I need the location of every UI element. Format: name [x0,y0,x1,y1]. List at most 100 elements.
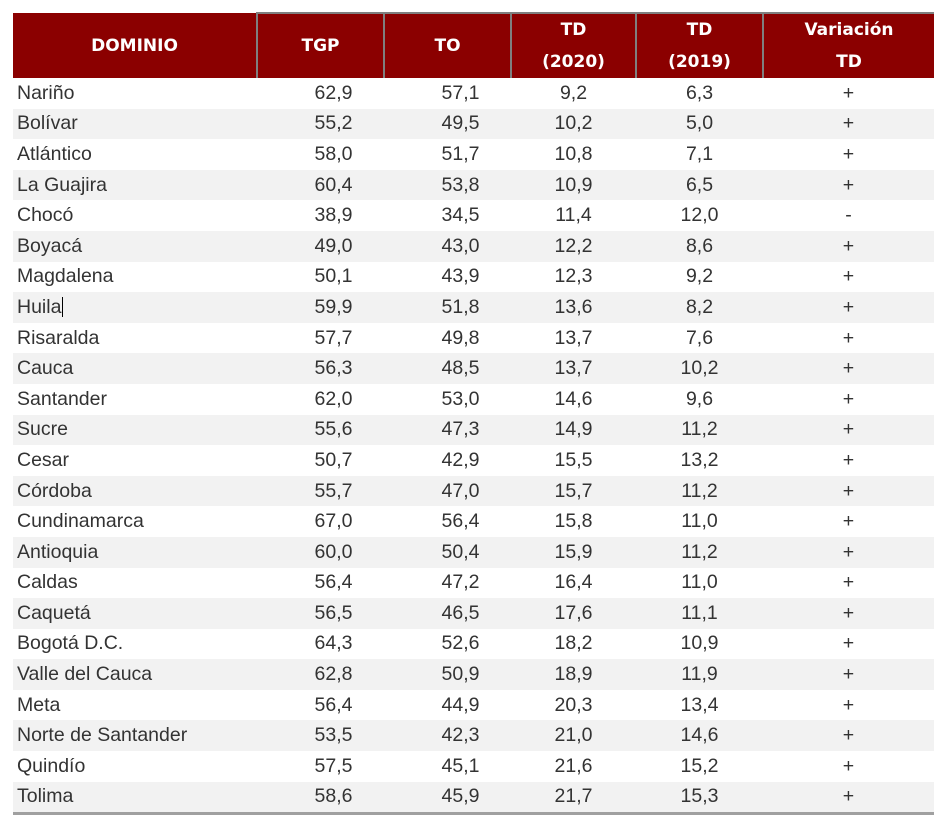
cell-tgp: 64,3 [314,632,353,655]
cell-td-2020: 15,9 [511,536,636,568]
cell-tgp: 55,7 [257,475,384,507]
cell-td-2019: 11,2 [636,414,763,446]
cell-td-2019: 6,3 [685,81,714,104]
table-row: Boyacá 49,0 43,0 12,2 8,6 + [13,230,934,262]
table-row: Antioquia 60,0 50,4 15,9 11,2 + [13,536,934,568]
cell-td-2020: 12,3 [554,265,593,288]
cell-td-2019: 9,2 [685,265,714,288]
header-td-2019-line2: (2019) [668,52,731,72]
cell-variacion-td: + [763,536,934,568]
cell-to: 34,5 [441,204,480,227]
cell-td-2020: 13,6 [511,292,636,323]
cell-to: 47,2 [441,571,480,594]
header-to: TO [383,12,511,78]
table-header: DOMINIO TGP TO TD (2020) TD (2019) Variaci… [13,12,934,78]
table-row: Atlántico 58,0 51,7 10,8 7,1 + [13,139,934,170]
cell-dominio: Cesar [17,448,70,471]
table-row: Bolívar 55,2 49,5 10,2 5,0 + [13,108,934,140]
header-variacion-line2: TD [836,52,862,72]
cell-variacion-td: + [763,659,934,690]
cell-td-2020: 21,7 [511,781,636,816]
cell-to: 53,8 [384,169,511,201]
cell-dominio: Nariño [17,81,75,104]
table-row: Cauca 56,3 48,5 13,7 10,2 + [13,353,934,384]
cell-td-2019: 7,6 [685,326,714,349]
table-row: Caquetá 56,5 46,5 17,6 11,1 + [13,598,934,629]
cell-dominio: Bolívar [13,108,257,140]
cell-td-2019: 13,4 [680,693,719,716]
cell-tgp: 56,5 [257,598,384,629]
cell-dominio: Meta [17,693,61,716]
cell-dominio: Chocó [17,204,74,227]
cell-td-2019: 5,0 [636,108,763,140]
table-row: La Guajira 60,4 53,8 10,9 6,5 + [13,169,934,201]
cell-tgp: 56,4 [314,571,353,594]
table-row: Magdalena 50,1 43,9 12,3 9,2 + [13,262,934,293]
cell-variacion-td: + [842,693,855,716]
cell-to: 45,9 [384,781,511,816]
cell-variacion-td: + [763,169,934,201]
cell-tgp: 58,0 [314,142,353,165]
table-row: Cesar 50,7 42,9 15,5 13,2 + [13,445,934,476]
cell-variacion-td: + [763,353,934,384]
cell-dominio: Caldas [17,571,78,594]
cell-dominio: Risaralda [17,326,100,349]
cell-to: 56,4 [441,510,480,533]
cell-dominio: Caquetá [13,598,257,629]
cell-td-2020: 21,6 [554,754,593,777]
table-row: Nariño 62,9 57,1 9,2 6,3 + [13,78,934,109]
cell-tgp: 62,0 [314,387,353,410]
cell-td-2020: 21,0 [511,720,636,752]
cell-to: 45,1 [441,754,480,777]
cell-td-2020: 10,2 [511,108,636,140]
cell-td-2019: 10,9 [680,632,719,655]
cell-tgp: 56,4 [314,693,353,716]
cell-tgp: 62,9 [314,81,353,104]
cell-td-2019: 15,2 [680,754,719,777]
cell-to: 51,8 [384,292,511,323]
cell-dominio: Córdoba [13,475,257,507]
cell-tgp: 50,1 [314,265,353,288]
cell-td-2020: 11,4 [555,204,592,227]
cell-variacion-td: + [763,108,934,140]
cell-dominio: Bogotá D.C. [17,632,124,655]
cell-tgp: 57,5 [314,754,353,777]
cell-td-2020: 10,9 [511,169,636,201]
cell-tgp: 59,9 [257,292,384,323]
cell-to: 49,8 [441,326,480,349]
cell-td-2020: 20,3 [554,693,593,716]
cell-dominio: Tolima [13,781,257,816]
cell-td-2020: 15,8 [554,510,593,533]
table-row: Caldas 56,4 47,2 16,4 11,0 + [13,568,934,599]
cell-variacion-td: + [842,510,855,533]
cell-dominio: La Guajira [13,169,257,201]
cell-td-2019: 6,5 [636,169,763,201]
cell-td-2019: 11,0 [681,510,718,533]
cell-to: 50,4 [384,536,511,568]
cell-variacion-td: + [842,632,855,655]
cell-variacion-td: + [763,781,934,816]
cell-to: 42,3 [384,720,511,752]
cell-variacion-td: + [842,81,855,104]
table-row: Valle del Cauca 62,8 50,9 18,9 11,9 + [13,659,934,690]
cell-td-2020: 9,2 [559,81,588,104]
cell-td-2019: 11,1 [636,598,763,629]
labor-market-table: DOMINIO TGP TO TD (2020) TD (2019) Variaci… [13,12,934,816]
cell-variacion-td: + [842,326,855,349]
cell-td-2019: 13,2 [680,448,719,471]
cell-dominio: Santander [17,387,107,410]
table-row: Risaralda 57,7 49,8 13,7 7,6 + [13,323,934,354]
cell-dominio: Quindío [17,754,86,777]
cell-td-2019: 14,6 [636,720,763,752]
header-td-2020: TD (2020) [510,12,636,78]
cell-tgp: 50,7 [314,448,353,471]
cell-to: 47,0 [384,475,511,507]
cell-dominio: Cundinamarca [17,510,144,533]
cell-td-2020: 10,8 [554,142,593,165]
cell-td-2019: 9,6 [685,387,714,410]
cell-to: 51,7 [441,142,480,165]
cell-to: 43,0 [384,230,511,262]
cell-td-2019: 11,2 [636,536,763,568]
cell-variacion-td: + [763,414,934,446]
cell-dominio: Boyacá [13,230,257,262]
